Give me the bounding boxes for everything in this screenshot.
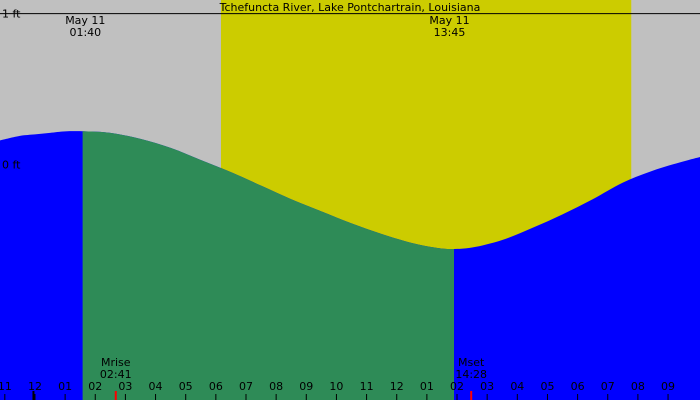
moon-event-label: Mrise bbox=[101, 356, 131, 369]
x-tick-label: 06 bbox=[209, 380, 223, 393]
x-tick-label: 12 bbox=[390, 380, 404, 393]
x-tick-label: 08 bbox=[631, 380, 645, 393]
x-tick-label: 01 bbox=[420, 380, 434, 393]
moon-event-time: 02:41 bbox=[100, 368, 132, 381]
chart-title: Tchefuncta River, Lake Pontchartrain, Lo… bbox=[219, 1, 481, 14]
x-tick-label: 07 bbox=[601, 380, 615, 393]
x-tick-label: 12 bbox=[28, 380, 42, 393]
tide-area-moon-up bbox=[82, 131, 455, 400]
x-tick-label: 03 bbox=[480, 380, 494, 393]
tide-extreme-time: 13:45 bbox=[434, 26, 466, 39]
x-tick-label: 05 bbox=[179, 380, 193, 393]
x-tick-label: 05 bbox=[540, 380, 554, 393]
x-tick-label: 02 bbox=[450, 380, 464, 393]
x-tick-label: 09 bbox=[299, 380, 313, 393]
x-tick-label: 01 bbox=[58, 380, 72, 393]
tide-extreme-date: May 11 bbox=[429, 14, 469, 27]
tide-extreme-date: May 11 bbox=[65, 14, 105, 27]
x-tick-label: 04 bbox=[510, 380, 524, 393]
x-tick-label: 03 bbox=[118, 380, 132, 393]
tide-extreme-time: 01:40 bbox=[69, 26, 101, 39]
x-tick-label: 10 bbox=[329, 380, 343, 393]
x-tick-label: 11 bbox=[360, 380, 374, 393]
moon-event-time: 14:28 bbox=[455, 368, 487, 381]
y-tick-label: 0 ft bbox=[2, 159, 21, 172]
y-tick-label: 1 ft bbox=[2, 8, 21, 21]
x-tick-label: 08 bbox=[269, 380, 283, 393]
moon-event-label: Mset bbox=[458, 356, 485, 369]
x-tick-label: 09 bbox=[661, 380, 675, 393]
x-tick-label: 04 bbox=[149, 380, 163, 393]
x-tick-label: 02 bbox=[88, 380, 102, 393]
x-tick-label: 07 bbox=[239, 380, 253, 393]
x-tick-label: 11 bbox=[0, 380, 12, 393]
x-tick-label: 06 bbox=[571, 380, 585, 393]
